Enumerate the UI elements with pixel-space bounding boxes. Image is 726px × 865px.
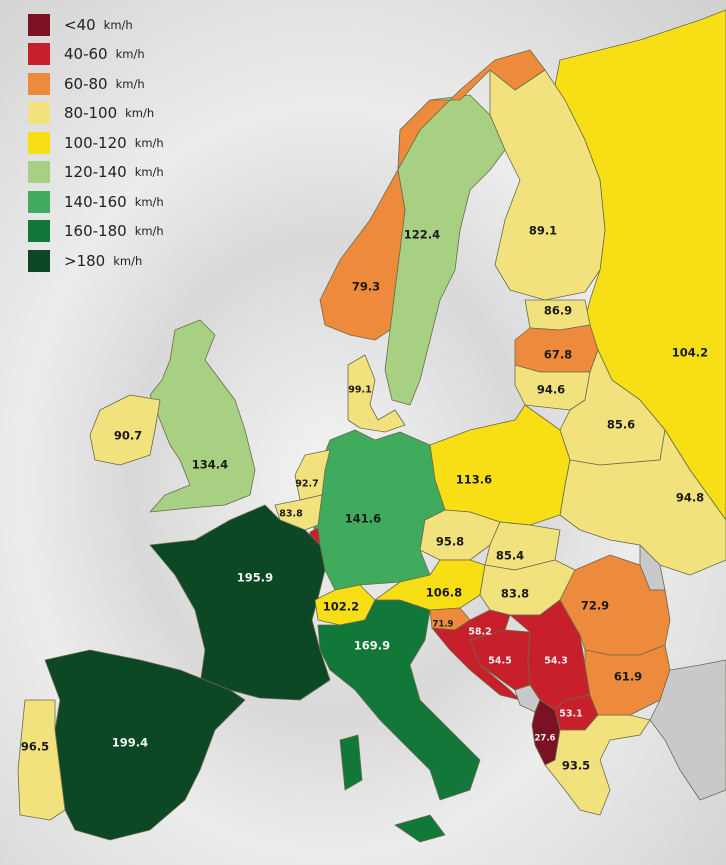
- country-greece[interactable]: [544, 714, 651, 816]
- label-north-macedonia: 53.1: [559, 709, 582, 720]
- label-slovenia: 71.9: [433, 620, 454, 630]
- country-united-kingdom[interactable]: [149, 319, 256, 513]
- label-switzerland: 102.2: [323, 600, 359, 614]
- legend-item: 40-60 km/h: [28, 40, 164, 70]
- legend-swatch: [28, 220, 50, 243]
- country-poland[interactable]: [429, 404, 571, 526]
- label-serbia: 54.3: [544, 656, 567, 667]
- country-italy[interactable]: [317, 599, 481, 801]
- legend-swatch: [28, 43, 50, 66]
- label-united-kingdom: 134.4: [192, 458, 228, 472]
- legend-swatch: [28, 190, 50, 213]
- label-norway: 79.3: [352, 280, 380, 294]
- country-portugal[interactable]: [17, 699, 66, 821]
- label-netherlands: 92.7: [295, 479, 318, 490]
- label-estonia: 86.9: [544, 304, 572, 318]
- legend-swatch: [28, 131, 50, 154]
- label-romania: 72.9: [581, 599, 609, 613]
- legend-unit: km/h: [134, 135, 164, 150]
- label-austria: 106.8: [426, 586, 462, 600]
- legend-range: 160-180: [64, 222, 127, 241]
- legend-unit: km/h: [103, 17, 133, 32]
- legend-range: 140-160: [64, 192, 127, 211]
- label-portugal: 96.5: [21, 740, 49, 754]
- label-bosnia: 54.5: [488, 656, 511, 667]
- legend: <40 km/h 40-60 km/h 60-80 km/h 80-100 km/h 1…: [28, 10, 164, 276]
- legend-swatch: [28, 161, 50, 184]
- label-denmark: 99.1: [348, 385, 371, 396]
- label-lithuania: 94.6: [537, 383, 565, 397]
- label-bulgaria: 61.9: [614, 670, 642, 684]
- legend-item: >180 km/h: [28, 246, 164, 276]
- legend-item: 120-140 km/h: [28, 158, 164, 188]
- label-belarus: 85.6: [607, 418, 635, 432]
- legend-swatch: [28, 72, 50, 95]
- label-hungary: 83.8: [501, 587, 529, 601]
- legend-range: 40-60: [64, 45, 108, 64]
- legend-swatch: [28, 249, 50, 272]
- legend-range: <40: [64, 15, 96, 34]
- country-france[interactable]: [149, 504, 331, 701]
- label-russia: 104.2: [672, 346, 708, 360]
- legend-item: 100-120 km/h: [28, 128, 164, 158]
- legend-swatch: [28, 102, 50, 125]
- country-norway[interactable]: [319, 49, 546, 341]
- label-germany: 141.6: [345, 512, 381, 526]
- label-slovakia: 85.4: [496, 549, 524, 563]
- country-denmark[interactable]: [347, 354, 406, 433]
- label-ireland: 90.7: [114, 429, 142, 443]
- legend-range: 60-80: [64, 74, 108, 93]
- label-ukraine: 94.8: [676, 491, 704, 505]
- label-czechia: 95.8: [436, 535, 464, 549]
- legend-unit: km/h: [134, 224, 164, 239]
- country-finland[interactable]: [489, 69, 606, 301]
- legend-item: 60-80 km/h: [28, 69, 164, 99]
- legend-unit: km/h: [134, 165, 164, 180]
- legend-unit: km/h: [115, 76, 145, 91]
- label-latvia: 67.8: [544, 348, 572, 362]
- legend-range: 80-100: [64, 104, 118, 123]
- country-ukraine[interactable]: [559, 429, 726, 576]
- label-poland: 113.6: [456, 473, 492, 487]
- label-sweden: 122.4: [404, 228, 440, 242]
- label-belgium: 83.8: [279, 509, 303, 520]
- legend-item: <40 km/h: [28, 10, 164, 40]
- legend-unit: km/h: [125, 106, 155, 121]
- label-albania: 27.6: [535, 734, 556, 744]
- legend-range: >180: [64, 251, 106, 270]
- label-finland: 89.1: [529, 224, 557, 238]
- country-germany[interactable]: [311, 429, 446, 591]
- legend-swatch: [28, 13, 50, 36]
- legend-unit: km/h: [134, 194, 164, 209]
- legend-range: 120-140: [64, 163, 127, 182]
- label-france: 195.9: [237, 571, 273, 585]
- legend-item: 80-100 km/h: [28, 99, 164, 129]
- island-sardinia[interactable]: [339, 734, 363, 791]
- label-spain: 199.4: [112, 736, 148, 750]
- country-labels: 79.3 122.4 89.1 104.2 86.9 67.8 94.6 85.…: [21, 224, 708, 773]
- country-turkey[interactable]: [649, 659, 726, 801]
- label-italy: 169.9: [354, 639, 390, 653]
- label-greece: 93.5: [562, 759, 590, 773]
- label-croatia: 58.2: [468, 627, 491, 638]
- legend-unit: km/h: [115, 47, 145, 62]
- legend-item: 160-180 km/h: [28, 217, 164, 247]
- island-sicily[interactable]: [394, 814, 446, 843]
- legend-item: 140-160 km/h: [28, 187, 164, 217]
- country-ireland[interactable]: [89, 394, 161, 466]
- legend-range: 100-120: [64, 133, 127, 152]
- legend-unit: km/h: [113, 253, 143, 268]
